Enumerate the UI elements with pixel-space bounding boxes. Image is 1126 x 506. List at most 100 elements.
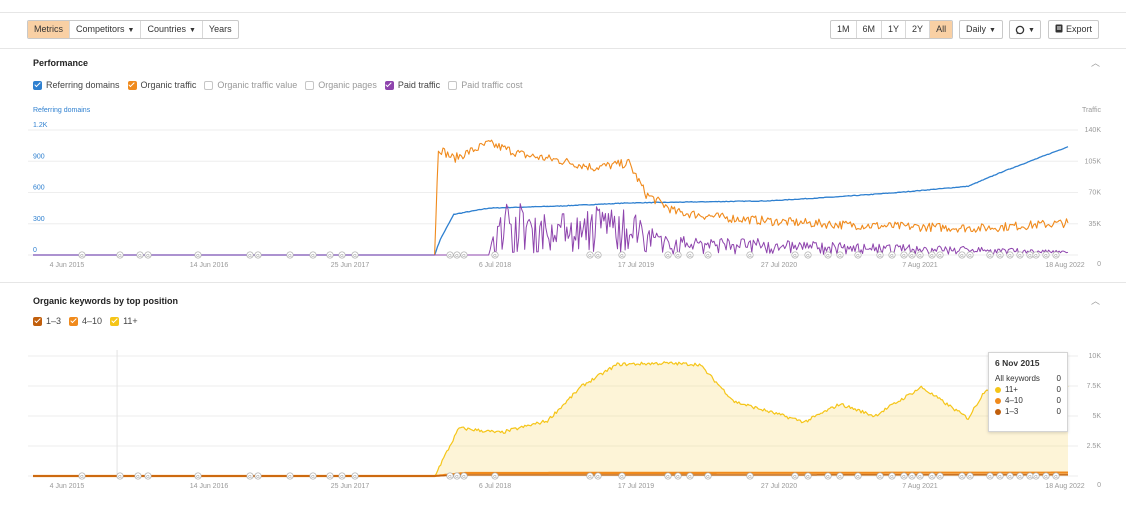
annotation-marker [586, 251, 594, 259]
annotation-marker [1052, 251, 1060, 259]
position-toggle-11[interactable]: 11+ [110, 316, 138, 326]
right-axis-title: Traffic [1082, 107, 1102, 114]
tab-countries[interactable]: Countries ▼ [141, 21, 203, 38]
range-1m[interactable]: 1M [831, 21, 857, 38]
annotation-marker-label: G [80, 474, 84, 479]
range-1y[interactable]: 1Y [882, 21, 907, 38]
checkbox-label: Referring domains [46, 80, 120, 90]
x-tick-label: 18 Aug 2022 [1045, 262, 1084, 269]
caret-down-icon: ▼ [127, 27, 135, 34]
annotation-marker [854, 472, 862, 480]
export-button[interactable]: Export [1048, 20, 1100, 39]
checkbox[interactable] [33, 80, 42, 90]
annotation-marker-label: G [998, 474, 1002, 479]
annotation-marker [928, 472, 936, 480]
position-toggle-4-10[interactable]: 4–10 [69, 316, 102, 326]
tab-years[interactable]: Years [203, 21, 238, 38]
annotation-marker-label: G [353, 474, 357, 479]
annotation-marker [836, 251, 844, 259]
annotation-marker [876, 472, 884, 480]
annotation-marker [928, 251, 936, 259]
annotation-marker-label: G [666, 253, 670, 258]
annotation-marker [446, 251, 454, 259]
annotation-marker-label: G [666, 474, 670, 479]
annotation-marker [836, 472, 844, 480]
range-2y[interactable]: 2Y [906, 21, 931, 38]
annotation-marker-label: G [1008, 253, 1012, 258]
metric-toggle-paid-traffic-cost[interactable]: Paid traffic cost [448, 80, 523, 90]
position-toggle-1-3[interactable]: 1–3 [33, 316, 61, 326]
metric-toggle-organic-pages[interactable]: Organic pages [305, 80, 377, 90]
y-tick-label-right: 10K [1089, 353, 1102, 360]
range-all[interactable]: All [930, 21, 953, 38]
annotation-marker-label: G [838, 253, 842, 258]
annotation-marker-label: G [118, 253, 122, 258]
annotation-marker-label: G [80, 253, 84, 258]
annotation-marker-label: G [353, 253, 357, 258]
annotation-marker [78, 251, 86, 259]
annotation-marker [594, 472, 602, 480]
interval-dropdown[interactable]: Daily ▼ [959, 20, 1003, 39]
annotation-marker-label: G [1034, 474, 1038, 479]
metric-toggle-referring-domains[interactable]: Referring domains [33, 80, 120, 90]
checkbox[interactable] [33, 316, 42, 326]
annotation-marker [996, 251, 1004, 259]
checkbox[interactable] [69, 316, 79, 326]
comment-icon [1015, 25, 1025, 34]
annotation-marker [686, 472, 694, 480]
annotation-marker-label: G [248, 474, 252, 479]
checkbox[interactable] [110, 316, 120, 326]
annotation-marker [888, 472, 896, 480]
annotation-marker [309, 251, 317, 259]
tab-label: Countries [147, 24, 186, 34]
annotation-marker-label: G [311, 474, 315, 479]
performance-collapse-chevron-up-icon[interactable]: ︿ [1091, 58, 1101, 68]
toolbar-divider [0, 48, 1126, 49]
metric-toggle-organic-traffic-value[interactable]: Organic traffic value [204, 80, 297, 90]
keywords-collapse-chevron-up-icon[interactable]: ︿ [1091, 296, 1101, 306]
metric-toggle-paid-traffic[interactable]: Paid traffic [384, 80, 441, 90]
annotation-marker [618, 251, 626, 259]
checkbox[interactable] [127, 80, 137, 90]
annotation-marker [888, 251, 896, 259]
metric-toggle-organic-traffic[interactable]: Organic traffic [127, 80, 196, 90]
series-line-1-3 [33, 474, 1068, 477]
tab-label: Metrics [34, 24, 63, 34]
series-dot [995, 408, 1001, 415]
tab-metrics[interactable]: Metrics [28, 21, 70, 38]
annotation-marker-label: G [806, 253, 810, 258]
annotation-marker-label: G [448, 253, 452, 258]
x-tick-label: 14 Jun 2016 [190, 262, 229, 269]
annotation-marker-label: G [596, 474, 600, 479]
top-divider [0, 12, 1126, 13]
annotation-marker [136, 251, 144, 259]
annotation-marker-label: G [288, 253, 292, 258]
annotation-marker [254, 472, 262, 480]
range-6m[interactable]: 6M [857, 21, 883, 38]
annotation-marker [286, 472, 294, 480]
tab-label: Competitors [76, 24, 125, 34]
annotation-marker [664, 472, 672, 480]
tab-label: Years [208, 24, 232, 34]
annotation-marker [338, 251, 346, 259]
annotation-marker [916, 251, 924, 259]
range-selector: 1M 6M 1Y 2Y All [830, 20, 954, 39]
tooltip-row: All keywords 0 [995, 373, 1061, 384]
checkbox[interactable] [448, 80, 458, 90]
tab-competitors[interactable]: Competitors ▼ [70, 21, 142, 38]
annotation-marker [966, 472, 974, 480]
checkbox[interactable] [305, 80, 315, 90]
annotation-marker [309, 472, 317, 480]
checkbox[interactable] [204, 80, 214, 90]
checkbox[interactable] [384, 80, 394, 90]
tooltip-label-text: All keywords [995, 374, 1040, 383]
checkbox-label: Paid traffic [397, 80, 441, 90]
y-tick-label-left: 300 [33, 216, 45, 223]
annotation-marker [326, 251, 334, 259]
annotation-marker-label: G [256, 474, 260, 479]
annotations-dropdown[interactable]: ▼ [1009, 20, 1041, 39]
annotation-marker-label: G [998, 253, 1002, 258]
annotation-marker [351, 251, 359, 259]
checkbox-label: Organic traffic value [217, 80, 298, 90]
annotation-marker-label: G [902, 474, 906, 479]
